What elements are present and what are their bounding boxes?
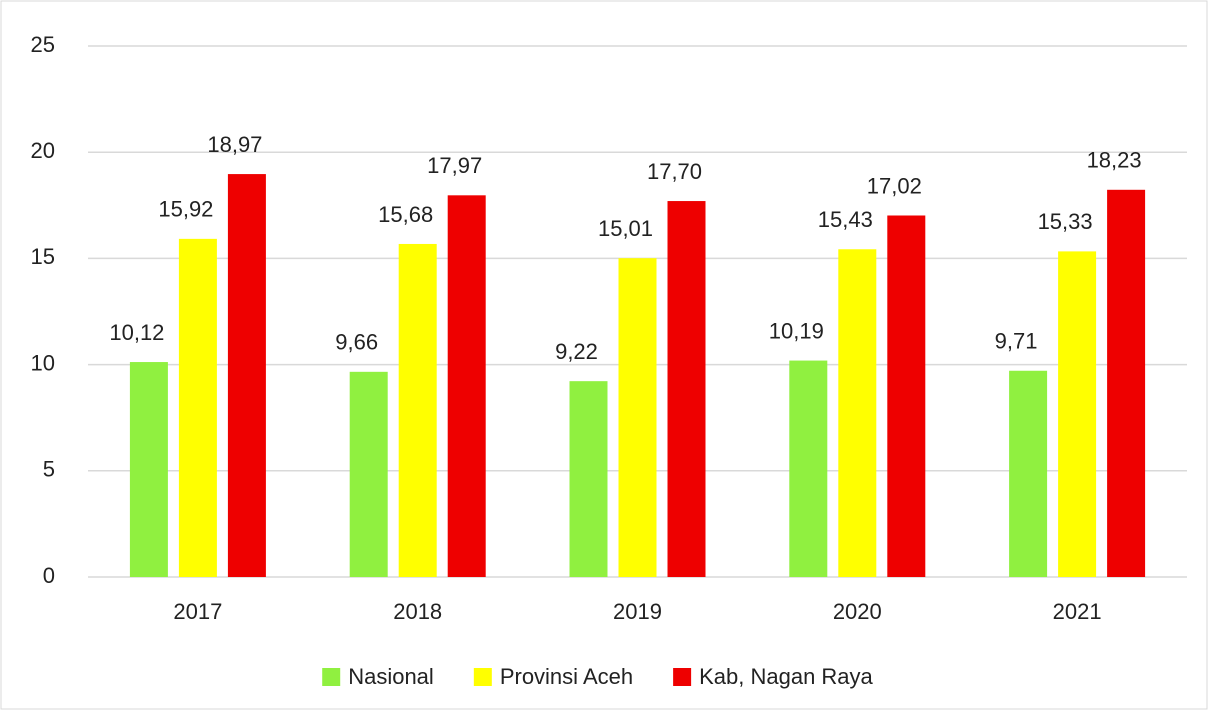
x-tick-label: 2020 xyxy=(833,599,882,624)
data-label: 15,33 xyxy=(1038,209,1093,234)
x-tick-label: 2019 xyxy=(613,599,662,624)
data-label: 15,92 xyxy=(158,197,213,222)
bar xyxy=(1009,370,1048,577)
bar xyxy=(227,174,266,577)
data-label: 15,43 xyxy=(818,207,873,232)
bar xyxy=(569,381,608,577)
legend-swatch xyxy=(673,668,692,686)
data-label: 10,19 xyxy=(769,318,824,343)
legend-label: Nasional xyxy=(348,664,434,689)
bar xyxy=(1107,189,1146,577)
x-tick-label: 2017 xyxy=(173,599,222,624)
y-tick-label: 15 xyxy=(31,244,55,269)
data-label: 15,68 xyxy=(378,202,433,227)
y-tick-label: 10 xyxy=(31,350,55,375)
bar xyxy=(178,238,217,578)
bar xyxy=(618,258,657,577)
legend-label: Kab, Nagan Raya xyxy=(699,664,873,689)
y-tick-label: 5 xyxy=(43,457,55,482)
data-label: 15,01 xyxy=(598,216,653,241)
bar xyxy=(129,362,168,577)
x-tick-label: 2021 xyxy=(1053,599,1102,624)
data-label: 10,12 xyxy=(109,320,164,345)
legend-swatch xyxy=(322,668,341,686)
bar xyxy=(398,243,437,578)
y-tick-label: 0 xyxy=(43,563,55,588)
bar xyxy=(349,371,388,577)
y-tick-label: 25 xyxy=(31,32,55,57)
data-label: 17,70 xyxy=(647,159,702,184)
bar xyxy=(1058,251,1097,577)
data-label: 18,23 xyxy=(1087,148,1142,173)
bar xyxy=(447,195,486,577)
data-label: 17,97 xyxy=(427,153,482,178)
bar xyxy=(838,249,877,578)
bar xyxy=(887,215,926,578)
bar xyxy=(789,360,828,577)
legend-label: Provinsi Aceh xyxy=(500,664,633,689)
data-label: 18,97 xyxy=(207,132,262,157)
x-tick-label: 2018 xyxy=(393,599,442,624)
bar xyxy=(667,201,706,577)
data-label: 9,71 xyxy=(995,329,1038,354)
data-label: 17,02 xyxy=(867,173,922,198)
legend-swatch xyxy=(473,668,492,686)
data-label: 9,22 xyxy=(555,339,598,364)
data-label: 9,66 xyxy=(335,330,378,355)
y-tick-label: 20 xyxy=(31,138,55,163)
